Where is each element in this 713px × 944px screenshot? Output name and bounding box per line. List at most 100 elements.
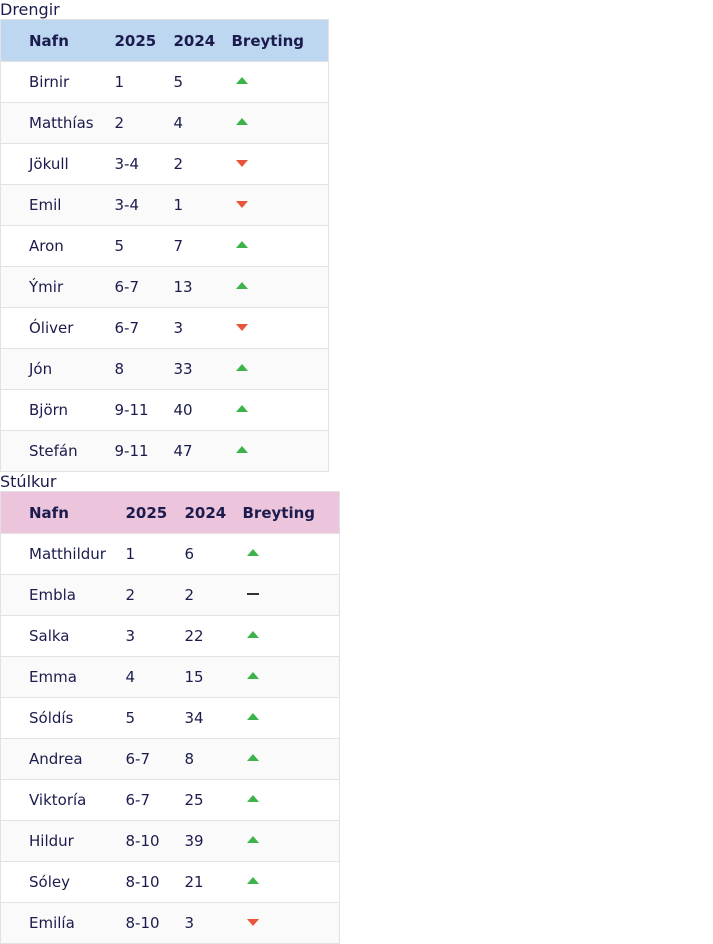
header-cell: 2024 [184,503,227,522]
trend-icon [235,201,248,208]
row: Jón 8 33 [0,348,329,390]
cell: 33 [173,348,232,390]
cell: Aron [0,225,115,267]
cell: Hildur [0,820,126,862]
trend-cell [242,533,340,575]
cell: Viktoría [0,779,126,821]
trend-icon [246,713,259,720]
trend-cell [231,348,329,390]
cell: Björn [0,389,115,431]
trend-icon [235,282,248,289]
cell: 6-7 [125,738,185,780]
cell: 13 [173,266,232,308]
cell: Emma [0,656,126,698]
trend-icon [235,160,248,167]
trend-icon [246,795,259,802]
cell: 22 [184,615,243,657]
row: Aron 5 7 [0,225,329,267]
row: Björn 9-11 40 [0,389,329,431]
cell: Matthildur [0,533,126,575]
cell: 8-10 [125,820,185,862]
cell: Birnir [0,61,115,103]
trend-cell [242,820,340,862]
cell: Emil [0,184,115,226]
trend-cell [231,389,329,431]
trend-cell [231,61,329,103]
trend-cell [242,574,340,616]
trend-cell [231,184,329,226]
cell: 34 [184,697,243,739]
table-title: Stúlkur [0,472,57,491]
row: Jökull 3-4 2 [0,143,329,185]
cell: Jón [0,348,115,390]
header-cell: 2024 [173,31,216,50]
trend-icon [246,593,259,595]
cell: 5 [114,225,174,267]
row: Emil 3-4 1 [0,184,329,226]
row: Sóldís 5 34 [0,697,340,739]
cell: Andrea [0,738,126,780]
cell: 1 [114,61,174,103]
trend-icon [235,405,248,412]
header-row: Nafn 2025 2024 Breyting [0,491,340,534]
trend-icon [235,324,248,331]
trend-cell [242,861,340,903]
cell: 9-11 [114,389,174,431]
cell: 2 [125,574,185,616]
row: Embla 2 2 [0,574,340,616]
cell: Jökull [0,143,115,185]
trend-cell [231,225,329,267]
cell: 5 [125,697,185,739]
cell: 6-7 [114,307,174,349]
trend-cell [242,902,340,944]
row: Óliver 6-7 3 [0,307,329,349]
cell: 3-4 [114,184,174,226]
trend-icon [235,118,248,125]
cell: 2 [114,102,174,144]
cell: Salka [0,615,126,657]
trend-icon [235,77,248,84]
row: Andrea 6-7 8 [0,738,340,780]
cell: 40 [173,389,232,431]
cell: Óliver [0,307,115,349]
trend-icon [235,446,248,453]
trend-cell [242,697,340,739]
row: Hildur 8-10 39 [0,820,340,862]
trend-icon [246,631,259,638]
cell: Emilía [0,902,126,944]
trend-icon [246,919,259,926]
trend-cell [242,738,340,780]
row: Matthías 2 4 [0,102,329,144]
ranking-table: Nafn 2025 2024 Breyting Birnir 1 5 Matthías 2 4 Jö… [0,19,329,472]
trend-cell [231,143,329,185]
header-cell: 2025 [125,503,168,522]
row: Viktoría 6-7 25 [0,779,340,821]
trend-cell [242,656,340,698]
trend-cell [242,779,340,821]
row: Salka 3 22 [0,615,340,657]
trend-icon [246,549,259,556]
cell: 3 [173,307,232,349]
cell: 6-7 [114,266,174,308]
cell: 7 [173,225,232,267]
trend-icon [246,877,259,884]
row: Stefán 9-11 47 [0,430,329,472]
cell: 47 [173,430,232,472]
cell: Sóley [0,861,126,903]
ranking-table: Nafn 2025 2024 Breyting Matthildur 1 6 Embla 2 2 S… [0,491,340,944]
cell: Stefán [0,430,115,472]
cell: 8-10 [125,902,185,944]
row: Sóley 8-10 21 [0,861,340,903]
cell: 4 [173,102,232,144]
header-cell: Nafn [29,31,69,50]
cell: Sóldís [0,697,126,739]
cell: 3 [125,615,185,657]
row: Emilía 8-10 3 [0,902,340,944]
cell: 25 [184,779,243,821]
row: Matthildur 1 6 [0,533,340,575]
cell: 6-7 [125,779,185,821]
trend-cell [231,102,329,144]
cell: 5 [173,61,232,103]
header-row: Nafn 2025 2024 Breyting [0,19,329,62]
cell: 9-11 [114,430,174,472]
